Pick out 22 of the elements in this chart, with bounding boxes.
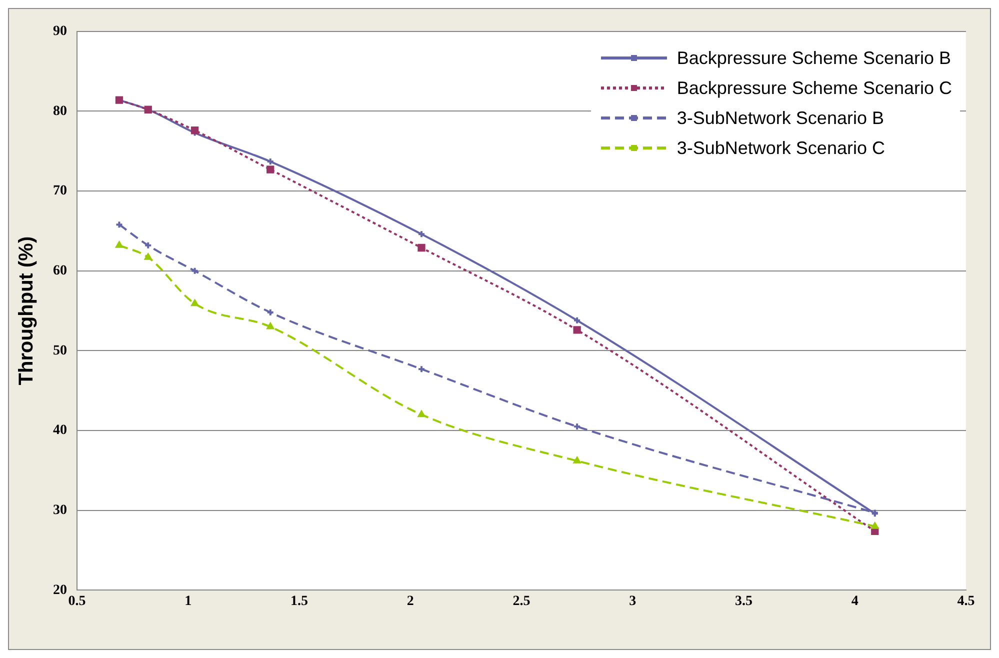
x-tick-label: 2.5 — [512, 594, 530, 610]
legend-label: 3-SubNetwork Scenario C — [676, 138, 885, 158]
x-tick-label: 2 — [406, 594, 414, 610]
y-tick-label: 30 — [53, 502, 67, 518]
x-tick-label: 0.5 — [68, 594, 86, 610]
x-tick-label: 1 — [184, 594, 192, 610]
x-tick-label: 1.5 — [290, 594, 308, 610]
x-tick-label: 3.5 — [735, 594, 752, 610]
legend-label: Backpressure Scheme Scenario B — [676, 48, 952, 68]
y-tick-label: 20 — [53, 582, 67, 598]
y-axis-title: Throughput (%) — [16, 236, 38, 386]
x-tick-label: 4.5 — [957, 594, 975, 610]
legend-label: 3-SubNetwork Scenario B — [676, 108, 884, 128]
legend-label: Backpressure Scheme Scenario C — [676, 78, 952, 98]
x-tick-label: 4 — [851, 594, 858, 610]
y-tick-label: 70 — [53, 184, 67, 199]
y-tick-label: 50 — [53, 343, 67, 358]
y-tick-label: 60 — [53, 263, 67, 278]
x-tick-label: 3 — [629, 594, 636, 610]
y-tick-label: 40 — [53, 423, 67, 438]
y-tick-label: 80 — [53, 104, 67, 119]
y-tick-label: 90 — [53, 24, 67, 40]
